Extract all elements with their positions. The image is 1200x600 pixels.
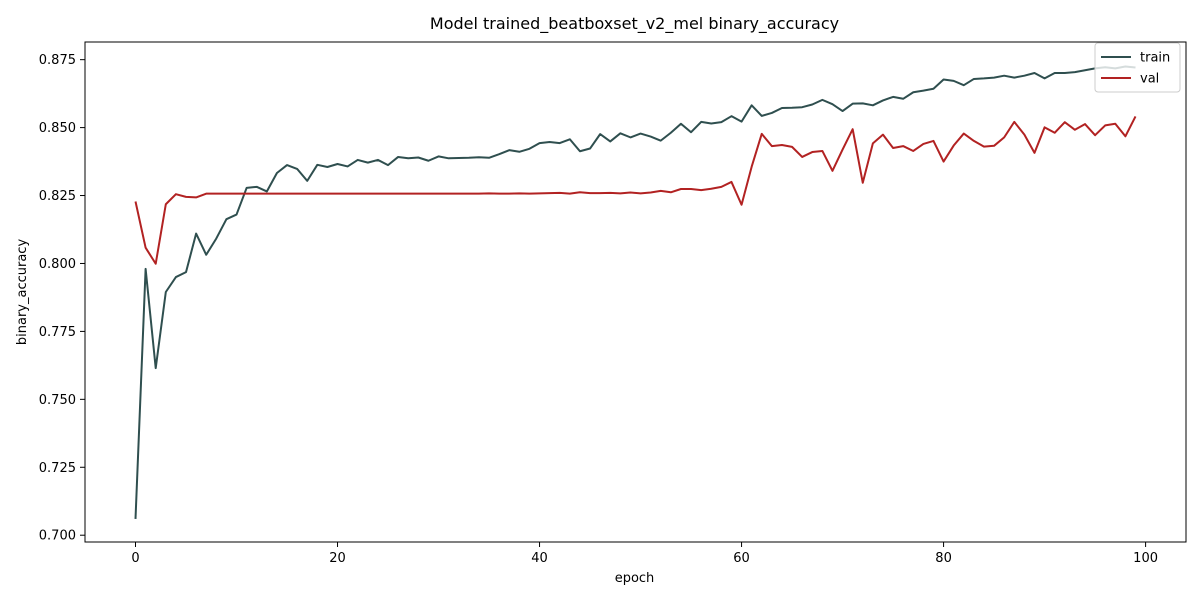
x-tick-label: 100	[1133, 551, 1158, 566]
y-axis-title: binary_accuracy	[15, 239, 30, 346]
x-tick-label: 80	[935, 551, 952, 566]
y-tick-label: 0.875	[39, 53, 76, 68]
y-tick-label: 0.725	[39, 461, 76, 476]
x-axis-title: epoch	[615, 571, 655, 586]
y-tick-label: 0.750	[39, 393, 76, 408]
legend-label-val: val	[1140, 72, 1159, 87]
plot-lines	[134, 65, 1137, 519]
y-tick-label: 0.775	[39, 325, 76, 340]
x-tick-label: 20	[329, 551, 346, 566]
y-axis-ticks: 0.700 0.725 0.750 0.775 0.800 0.825 0.850 0.875	[39, 53, 85, 544]
chart-title: Model trained_beatboxset_v2_mel binary_a…	[430, 14, 839, 34]
series-line-train	[134, 65, 1136, 519]
legend-box	[1094, 42, 1181, 93]
x-axis-ticks: 0 20 40 60 80 100	[131, 542, 1158, 566]
legend: train val	[1094, 42, 1181, 93]
y-tick-label: 0.700	[39, 529, 76, 544]
x-tick-label: 0	[131, 551, 139, 566]
y-tick-label: 0.825	[39, 189, 76, 204]
y-tick-label: 0.800	[39, 257, 76, 272]
y-tick-label: 0.850	[39, 121, 76, 136]
x-tick-label: 40	[531, 551, 548, 566]
plot-frame	[84, 41, 1187, 543]
series-line-val	[134, 116, 1137, 265]
legend-label-train: train	[1140, 51, 1170, 66]
x-tick-label: 60	[733, 551, 750, 566]
